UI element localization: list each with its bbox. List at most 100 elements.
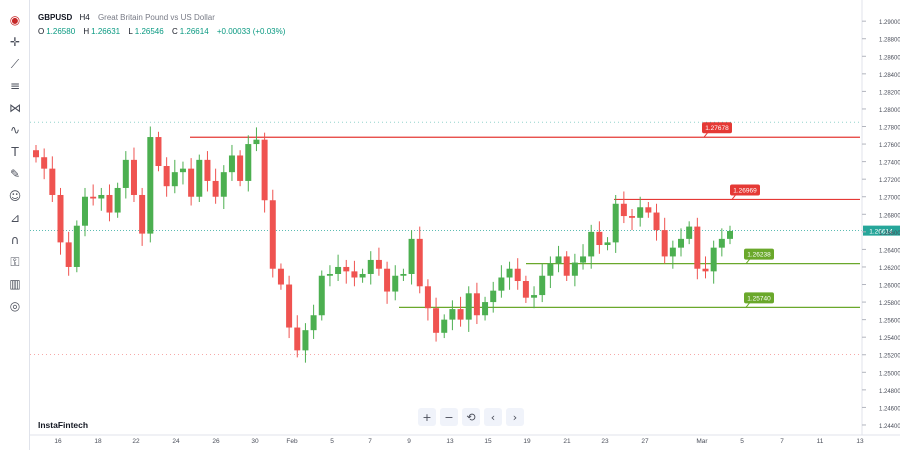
open-label: O [38,27,45,36]
lock-icon[interactable]: ⚿ [10,254,20,269]
x-tick-label: 27 [641,438,649,445]
level-label: 1.26969 [733,187,757,194]
candle-body [506,268,513,278]
candle-body [318,275,325,316]
candle-body [571,262,578,276]
candle-body [269,200,276,269]
pencil-icon[interactable]: ✎ [9,167,21,181]
trend-line-icon[interactable]: ⟋ [10,56,20,71]
candle-body [33,150,39,158]
candle-body [531,295,538,298]
candle-body [204,159,211,181]
candle-body [41,157,48,169]
change-value: +0.00033 (+0.03%) [216,27,286,36]
level-label-box [702,122,732,134]
x-tick-label: 7 [780,438,784,445]
candle-body [408,238,415,274]
candle-body [433,308,440,333]
y-tick-label: 1.25200 [879,354,900,360]
candle-body [81,196,88,226]
candle-body [114,187,121,213]
candle-body [277,268,284,285]
price-chart[interactable]: 1.27678 1.26969 1.26238 1.25740 1.26614 1.29… [30,0,900,450]
symbol-description: Great Britain Pound vs US Dollar [97,13,215,22]
brush-icon[interactable]: ∿ [9,123,21,137]
zoom-in-button[interactable]: + [418,408,436,426]
y-tick-label: 1.29000 [879,20,900,26]
scroll-forward-button[interactable]: › [506,408,524,426]
candle-body [147,137,154,234]
x-tick-label: 21 [563,438,571,445]
level-label-box [744,292,774,304]
candle-body [188,168,195,197]
candle-body [637,207,644,218]
x-tick-label: 26 [212,438,220,445]
text-icon[interactable]: T [11,145,19,159]
candle-body [212,180,219,197]
reset-view-button[interactable]: ⟲ [462,408,480,426]
candle-body [179,168,186,173]
emoji-icon[interactable]: ☺ [8,189,22,203]
brand-watermark: InstaFintech [38,420,89,430]
flag-logo-icon[interactable]: ◉ [9,13,21,27]
candle-body [155,137,162,167]
close-value: 1.26614 [179,27,209,36]
candle-body [98,194,105,199]
candle-body [473,293,480,316]
candle-body [694,226,701,269]
y-tick-label: 1.27600 [879,143,900,149]
candle-body [490,290,497,303]
x-tick-label: 18 [94,438,102,445]
open-value: 1.26580 [46,27,76,36]
y-tick-label: 1.26200 [879,266,900,272]
magnet-icon[interactable]: ∩ [10,233,20,247]
zoom-out-button[interactable]: − [440,408,458,426]
candle-body [514,268,521,282]
y-tick-label: 1.28800 [879,38,900,44]
close-label: C [171,27,178,36]
y-tick-label: 1.28000 [879,108,900,114]
chart-axes: 1.29000 1.28800 1.28600 1.28400 1.28200 1.280… [30,0,900,445]
y-tick-label: 1.28600 [879,55,900,61]
crosshair-icon[interactable]: ✛ [9,35,21,49]
candle-body [457,309,464,320]
candle-body [57,194,64,243]
x-tick-label: 24 [172,438,180,445]
level-label: 1.26238 [747,252,771,259]
fib-icon[interactable]: ≡ [9,79,21,93]
candle-body [384,268,391,292]
candle-body [702,268,709,272]
candle-body [326,273,333,276]
trash-icon[interactable]: ▥ [9,277,21,291]
candle-body [498,277,505,291]
x-tick-label: 16 [54,438,62,445]
timeframe-label: H4 [79,13,90,22]
y-tick-label: 1.24600 [879,406,900,412]
x-tick-label: 15 [484,438,492,445]
y-tick-label: 1.26400 [879,248,900,254]
measure-icon[interactable]: ⊿ [9,211,21,225]
candle-body [65,242,72,267]
y-tick-label: 1.28200 [879,90,900,96]
legend-ohlc-row: O 1.26580 H 1.26631 L 1.26546 C 1.26614 +0.0… [38,25,285,39]
pattern-icon[interactable]: ⋈ [9,101,21,115]
scroll-back-button[interactable]: ‹ [484,408,502,426]
candle-body [237,155,244,181]
eye-icon[interactable]: ◎ [9,299,21,313]
candle-body [686,226,693,239]
drawing-toolbar: ◉ ✛ ⟋ ≡ ⋈ ∿ T ✎ ☺ ⊿ ∩ ⚿ ▥ ◎ [0,0,30,450]
y-tick-label: 1.24400 [879,424,900,430]
candle-body [343,266,350,272]
x-tick-label: 5 [740,438,744,445]
candle-body [392,275,399,292]
candle-body [253,139,260,145]
candle-body [400,273,407,276]
candle-body [596,231,603,246]
legend-title-row: GBPUSD H4 Great Britain Pound vs US Doll… [38,11,285,25]
x-tick-label: 13 [446,438,454,445]
level-label: 1.27678 [705,125,729,132]
high-label: H [83,27,90,36]
candle-body [465,293,472,320]
candle-body [547,263,554,276]
candle-body [539,275,546,296]
